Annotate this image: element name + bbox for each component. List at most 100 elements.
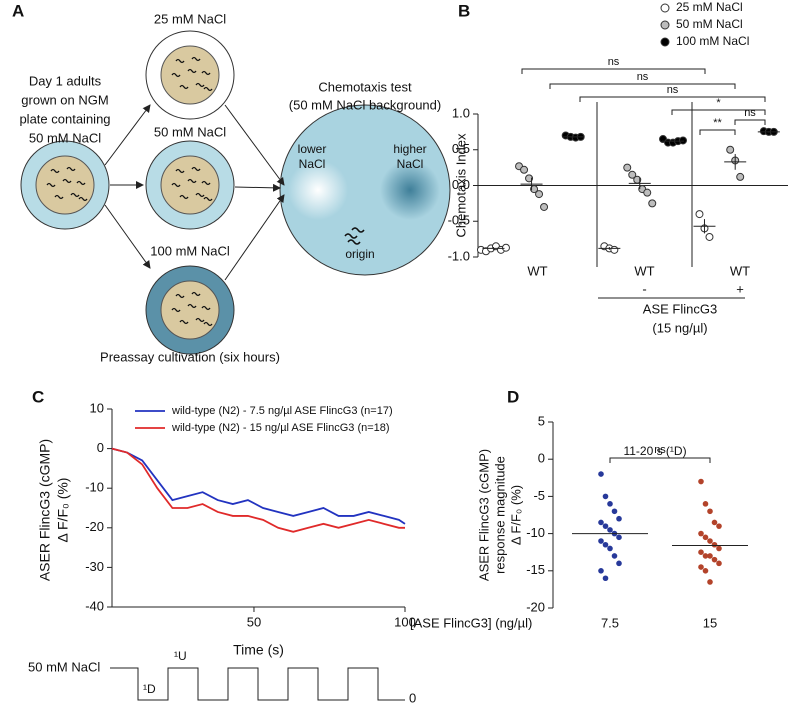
worm <box>201 180 211 186</box>
label: NaCl <box>299 157 326 171</box>
lawn <box>160 45 220 105</box>
dot <box>716 560 722 567</box>
dot <box>643 188 652 197</box>
worm <box>70 192 80 198</box>
y-tick-label: -20 <box>85 519 104 534</box>
stimulus-label: ¹U <box>174 649 187 663</box>
label: origin <box>345 247 374 261</box>
y-tick-label: 0 <box>538 451 545 466</box>
y-tick-label: 1.0 <box>452 105 470 120</box>
y-tick-label: -5 <box>533 488 545 503</box>
worm <box>50 168 60 174</box>
legend-marker <box>660 20 670 30</box>
y-tick-label: -30 <box>85 559 104 574</box>
dot <box>611 553 618 559</box>
dot <box>628 170 637 179</box>
dot <box>705 232 714 241</box>
x-tick-label: 100 <box>394 614 416 629</box>
label: 50 mM NaCl <box>29 130 101 145</box>
legend-marker <box>660 37 670 47</box>
significance: ns <box>667 84 679 96</box>
y-axis-label: ASER FlincG3 (cGMP) <box>37 439 53 581</box>
y-axis-label: response magnitude <box>492 456 507 574</box>
label: Day 1 adults <box>29 73 102 88</box>
worms <box>344 227 365 245</box>
worm <box>179 84 189 90</box>
panel-label: D <box>507 387 519 406</box>
worm <box>195 82 205 88</box>
worm <box>187 303 197 309</box>
worm <box>191 291 201 297</box>
worm <box>203 86 213 92</box>
dot <box>726 145 735 154</box>
y-tick-label: -10 <box>85 480 104 495</box>
dot <box>698 530 704 537</box>
low-spot <box>288 160 348 220</box>
dot <box>607 545 613 552</box>
x-tick-label: 7.5 <box>601 615 619 630</box>
label: 50 mM NaCl <box>154 124 226 139</box>
y-tick-label: 0.5 <box>452 141 470 156</box>
high-spot <box>380 160 440 220</box>
worm <box>171 307 181 313</box>
group-label: (15 ng/µl) <box>652 320 707 335</box>
worm <box>175 293 185 299</box>
dot <box>602 575 609 582</box>
dot <box>610 245 619 254</box>
y-tick-label: -40 <box>85 598 104 613</box>
x-tick-label: WT <box>527 263 547 278</box>
panel-label: A <box>12 1 24 20</box>
dot <box>716 523 722 529</box>
x-axis-label: [ASE FlincG3] (ng/µl) <box>410 615 532 630</box>
dot <box>602 541 609 548</box>
dot <box>598 519 604 526</box>
label: 100 mM NaCl <box>150 243 230 258</box>
dot <box>598 538 604 544</box>
mean-trace <box>111 447 406 525</box>
dot <box>698 549 704 555</box>
y-tick-label: -0.5 <box>448 213 470 228</box>
stimulus: 50 mM NaCl 0 ¹D ¹U <box>28 649 416 705</box>
worm <box>171 72 181 78</box>
significance: ns <box>637 71 649 83</box>
significance: ns <box>608 56 620 68</box>
y-tick-label: -1.0 <box>448 248 470 263</box>
worm <box>187 178 197 184</box>
dot <box>616 534 622 541</box>
diagram: Day 1 adults grown on NGM plate containi… <box>19 11 451 364</box>
label: 25 mM NaCl <box>154 11 226 26</box>
arrow <box>104 204 151 269</box>
bracket <box>521 68 706 74</box>
worm <box>191 56 201 62</box>
lawn <box>35 155 95 215</box>
dot <box>736 172 745 181</box>
dot <box>702 553 709 559</box>
dot <box>602 493 609 500</box>
dot <box>702 501 709 507</box>
worm <box>201 305 211 311</box>
worm <box>179 319 189 325</box>
dot <box>702 534 709 541</box>
dot <box>698 564 704 570</box>
dot <box>611 508 618 515</box>
lawn <box>160 155 220 215</box>
arrow <box>104 104 151 166</box>
dot <box>707 579 713 585</box>
worm <box>54 194 64 200</box>
y-tick-label: 5 <box>538 413 545 428</box>
label: NaCl <box>397 157 424 171</box>
significance: * <box>716 97 721 109</box>
dot <box>702 568 709 574</box>
label: higher <box>393 142 426 156</box>
y-axis-label: Δ F/F₀ (%) <box>508 485 523 545</box>
dot <box>679 136 687 145</box>
mean-trace <box>111 447 405 533</box>
label: grown on NGM <box>21 92 108 107</box>
x-sublabel: + <box>736 281 744 296</box>
x-tick-label: 50 <box>247 614 261 629</box>
dot <box>707 508 713 515</box>
bracket <box>609 457 711 463</box>
dot <box>607 501 613 507</box>
dot <box>540 202 549 211</box>
